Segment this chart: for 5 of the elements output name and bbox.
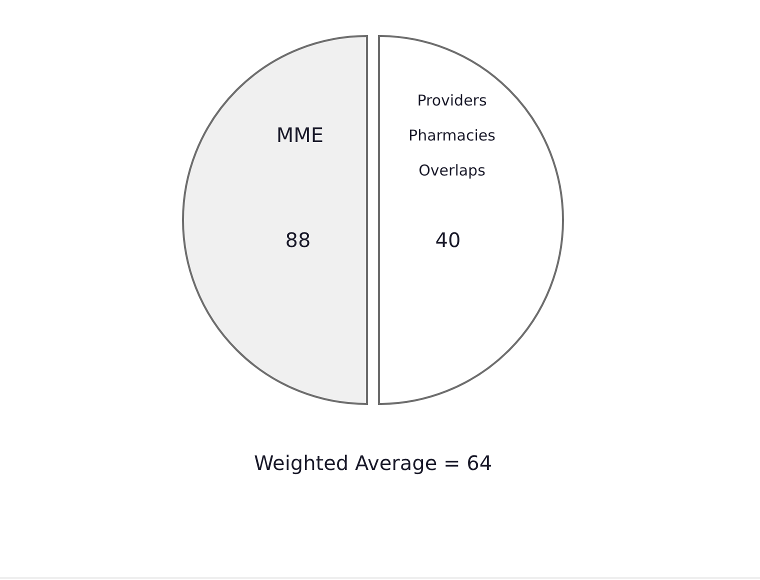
text: 40	[435, 228, 461, 252]
text: Weighted Average = 64	[254, 451, 492, 475]
slice-label: Providers Pharmacies Overlaps	[408, 91, 496, 180]
text: 88	[285, 228, 311, 252]
slice-label: MME	[276, 123, 324, 147]
